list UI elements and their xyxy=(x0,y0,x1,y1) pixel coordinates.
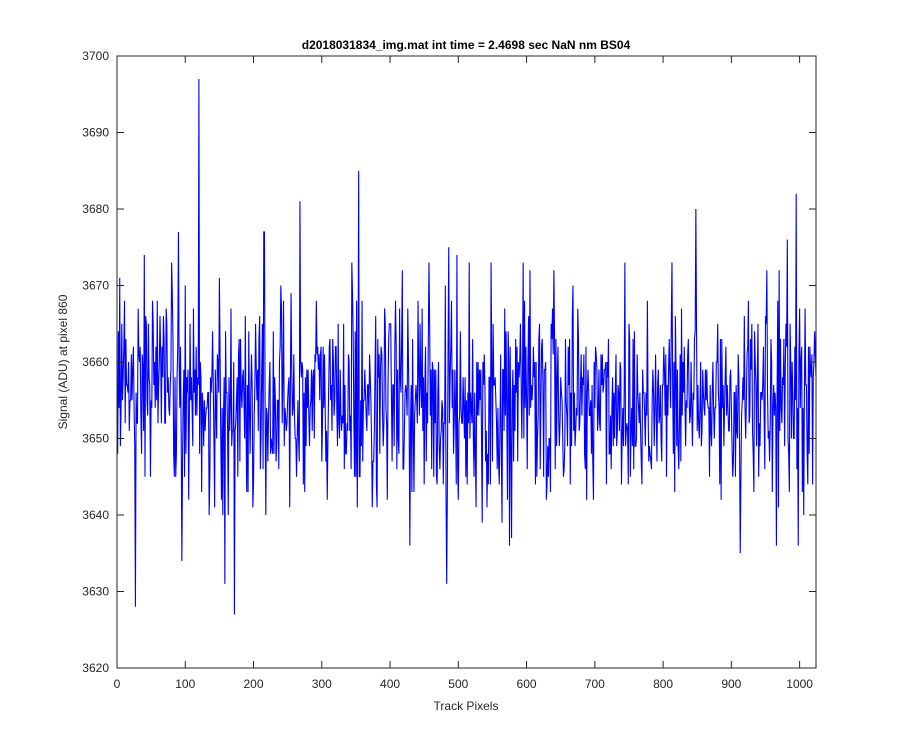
x-tick-label: 1000 xyxy=(786,677,813,691)
ticks-layer: 0 100 200 300 400 500 600 700 800 900 1000 3620 3630… xyxy=(82,49,816,691)
chart-title: d2018031834_img.mat int time = 2.4698 se… xyxy=(302,38,631,52)
y-tick-label: 3690 xyxy=(82,126,109,140)
x-tick-label: 900 xyxy=(721,677,741,691)
plot-area xyxy=(117,56,816,668)
y-tick-label: 3650 xyxy=(82,432,109,446)
y-tick-label: 3660 xyxy=(82,355,109,369)
x-tick-label: 600 xyxy=(517,677,537,691)
y-axis-label: Signal (ADU) at pixel 860 xyxy=(56,294,70,429)
x-tick-label: 400 xyxy=(380,677,400,691)
x-tick-label: 500 xyxy=(448,677,468,691)
x-tick-label: 700 xyxy=(585,677,605,691)
signal-series-line xyxy=(117,78,817,615)
x-tick-label: 300 xyxy=(312,677,332,691)
x-tick-label: 200 xyxy=(244,677,264,691)
x-tick-label: 100 xyxy=(175,677,195,691)
y-tick-label: 3670 xyxy=(82,279,109,293)
y-tick-label: 3620 xyxy=(82,661,109,675)
y-tick-label: 3630 xyxy=(82,585,109,599)
x-tick-label: 0 xyxy=(114,677,121,691)
series-layer xyxy=(117,78,817,615)
x-axis-label: Track Pixels xyxy=(434,699,499,713)
y-tick-label: 3640 xyxy=(82,508,109,522)
y-tick-label: 3700 xyxy=(82,49,109,63)
x-tick-label: 800 xyxy=(653,677,673,691)
y-tick-label: 3680 xyxy=(82,202,109,216)
